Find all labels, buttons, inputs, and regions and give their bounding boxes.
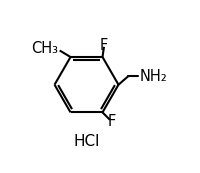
Text: NH₂: NH₂: [139, 69, 167, 84]
Text: CH₃: CH₃: [32, 41, 59, 56]
Text: F: F: [100, 38, 108, 53]
Text: F: F: [108, 114, 116, 129]
Text: HCl: HCl: [73, 134, 100, 149]
